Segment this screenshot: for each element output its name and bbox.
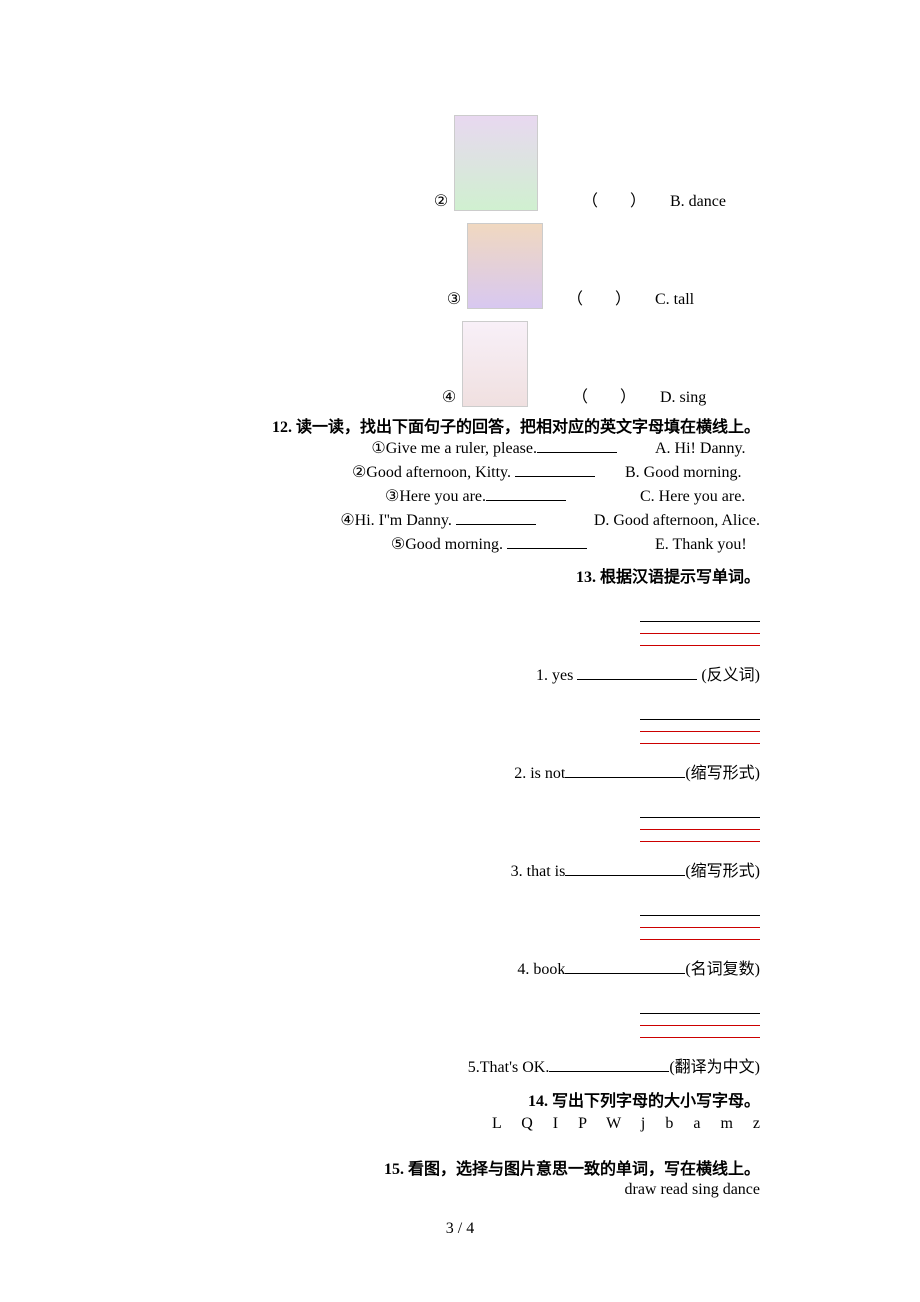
q13-r3-writebox[interactable]: [640, 817, 760, 857]
item4-option: D. sing: [660, 389, 750, 407]
q12-r2-blank[interactable]: [515, 463, 595, 477]
q15-word-bank: draw read sing dance: [0, 1181, 920, 1199]
q13-r4-underline[interactable]: [565, 973, 685, 974]
page-number: 3 / 4: [0, 1220, 920, 1238]
q14-letters: L Q I P W j b a m z: [0, 1115, 920, 1133]
q12-title: 12. 读一读，找出下面句子的回答，把相对应的英文字母填在横线上。: [0, 413, 920, 437]
q12-r3-right: C. Here you are.: [640, 485, 760, 509]
q12-r1-right: A. Hi! Danny.: [655, 437, 760, 461]
item2-option: B. dance: [670, 193, 760, 211]
q13-r2-left: 2. is not: [514, 765, 565, 782]
q12-r1-left: ①Give me a ruler, please.: [371, 440, 537, 457]
q12-r5-left: ⑤Good morning.: [391, 536, 507, 553]
item4-number: ④: [440, 387, 458, 407]
q13-r1-underline[interactable]: [577, 679, 697, 680]
item3-paren[interactable]: （ ）: [567, 285, 631, 309]
q13-r3-left: 3. that is: [511, 863, 566, 880]
q13-r5-right: (翻译为中文): [669, 1059, 760, 1076]
item2-number: ②: [432, 191, 450, 211]
q14-title: 14. 写出下列字母的大小写字母。: [0, 1087, 920, 1111]
q13-r2-writebox[interactable]: [640, 719, 760, 759]
q13-r1-writebox[interactable]: [640, 621, 760, 661]
q12-r4-left: ④Hi. I''m Danny.: [340, 512, 456, 529]
q13-r3-right: (缩写形式): [685, 863, 760, 880]
q13-r1-left: 1. yes: [536, 667, 577, 684]
q12-r3-blank[interactable]: [486, 487, 566, 501]
q13-r4-left: 4. book: [517, 961, 565, 978]
q13-title: 13. 根据汉语提示写单词。: [0, 563, 920, 587]
image-man-head: [467, 223, 543, 309]
image-girl-standing: [462, 321, 528, 407]
q12-r3-left: ③Here you are.: [385, 488, 486, 505]
item2-paren[interactable]: （ ）: [582, 187, 646, 211]
q13-r5-writebox[interactable]: [640, 1013, 760, 1053]
q13-r3-underline[interactable]: [565, 875, 685, 876]
item3-option: C. tall: [655, 291, 745, 309]
q12-r4-blank[interactable]: [456, 511, 536, 525]
q12-r5-right: E. Thank you!: [655, 533, 760, 557]
q13-r1-right: (反义词): [697, 667, 760, 684]
q13-r5-underline[interactable]: [549, 1071, 669, 1072]
q13-r4-right: (名词复数): [685, 961, 760, 978]
q12-r5-blank[interactable]: [507, 535, 587, 549]
item4-paren[interactable]: （ ）: [572, 383, 636, 407]
q13-r2-underline[interactable]: [565, 777, 685, 778]
q15-title: 15. 看图，选择与图片意思一致的单词，写在横线上。: [0, 1155, 920, 1179]
q12-r2-left: ②Good afternoon, Kitty.: [352, 464, 515, 481]
q13-r4-writebox[interactable]: [640, 915, 760, 955]
q13-r2-right: (缩写形式): [685, 765, 760, 782]
q12-r1-blank[interactable]: [537, 439, 617, 453]
item3-number: ③: [445, 289, 463, 309]
q12-r4-right: D. Good afternoon, Alice.: [594, 509, 760, 533]
image-girl-singing: [454, 115, 538, 211]
q12-r2-right: B. Good morning.: [625, 461, 760, 485]
q13-r5-left: 5.That's OK.: [468, 1059, 550, 1076]
